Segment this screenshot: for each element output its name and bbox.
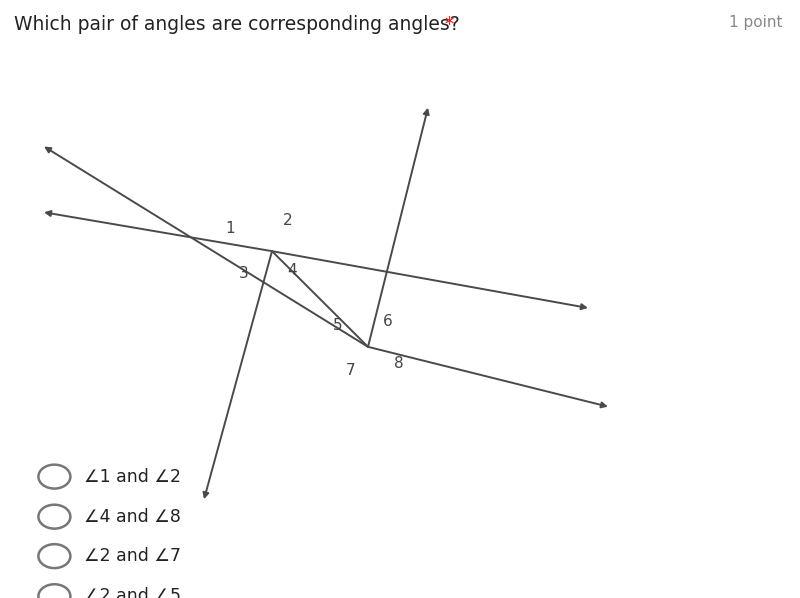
Text: *: * [444,15,454,34]
Text: 2: 2 [283,212,293,228]
Text: 7: 7 [346,363,355,379]
Text: 6: 6 [383,314,393,329]
Text: ∠2 and ∠7: ∠2 and ∠7 [84,547,181,565]
Text: ∠1 and ∠2: ∠1 and ∠2 [84,468,181,486]
Text: 8: 8 [394,356,403,371]
Text: 4: 4 [287,263,297,278]
Text: 1 point: 1 point [729,15,782,30]
Text: 1: 1 [226,221,235,236]
Text: 3: 3 [239,266,249,282]
Text: ∠4 and ∠8: ∠4 and ∠8 [84,508,181,526]
Text: Which pair of angles are corresponding angles?: Which pair of angles are corresponding a… [14,15,460,34]
Text: 5: 5 [333,318,342,334]
Text: ∠2 and ∠5: ∠2 and ∠5 [84,587,181,598]
